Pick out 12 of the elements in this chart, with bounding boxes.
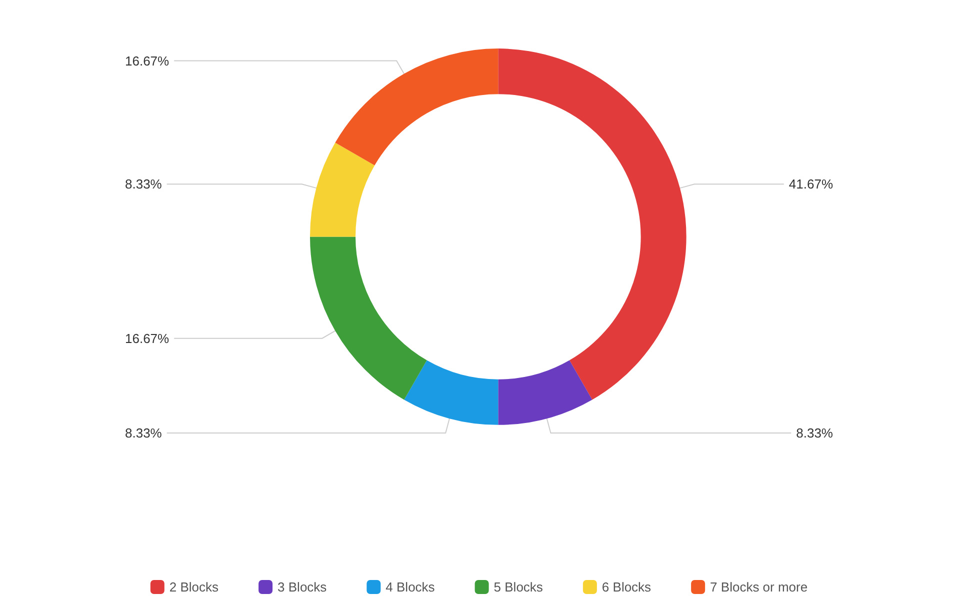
data-label: 16.67%: [125, 330, 170, 346]
data-label: 16.67%: [125, 53, 170, 68]
data-label: 8.33%: [125, 176, 162, 192]
legend-label: 3 Blocks: [278, 580, 328, 594]
data-label: 8.33%: [125, 425, 162, 440]
legend-label: 6 Blocks: [602, 580, 652, 594]
data-label: 8.33%: [796, 425, 834, 440]
data-label: 41.67%: [788, 176, 834, 192]
legend-label: 7 Blocks or more: [710, 580, 808, 594]
legend-label: 5 Blocks: [494, 580, 544, 594]
legend-label: 2 Blocks: [169, 580, 220, 594]
legend-label: 4 Blocks: [386, 580, 436, 594]
